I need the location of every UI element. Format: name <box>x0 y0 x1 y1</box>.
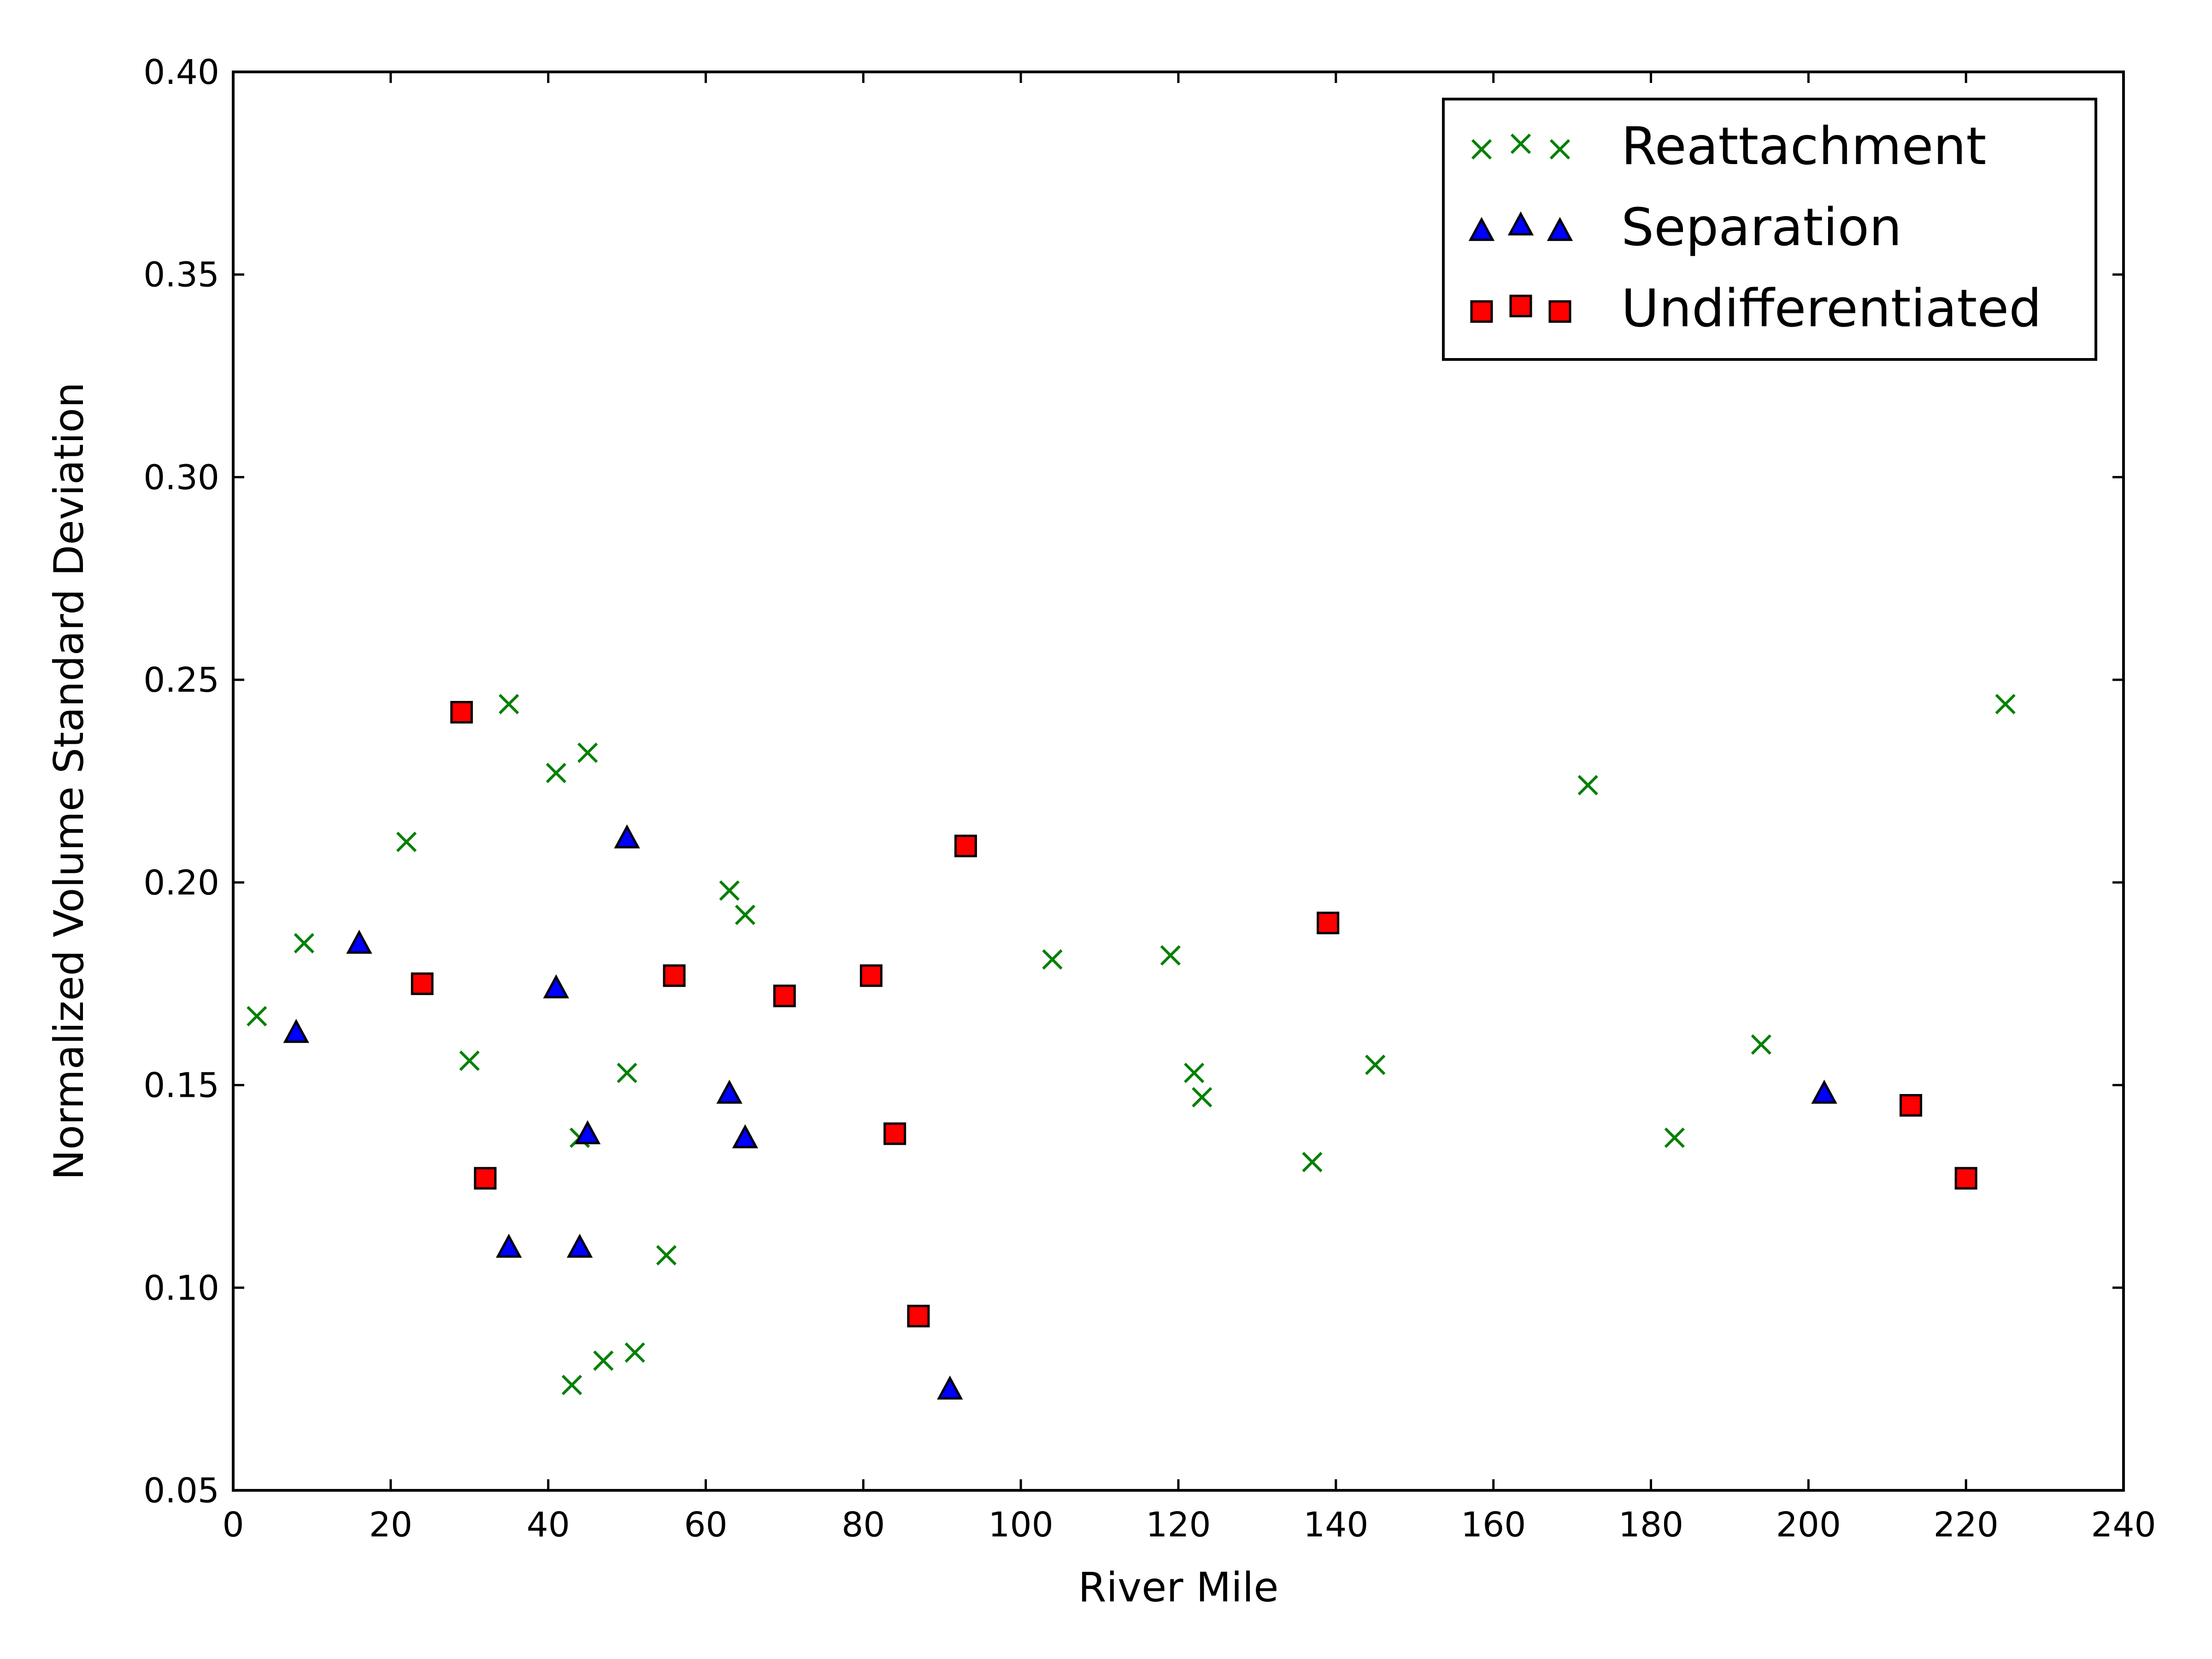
undifferentiated-point <box>450 700 473 724</box>
undifferentiated-point <box>773 984 796 1007</box>
undifferentiated-point <box>411 972 434 995</box>
separation-point <box>732 1124 759 1148</box>
reattachment-point <box>617 1063 637 1083</box>
reattachment-point <box>1184 1063 1205 1083</box>
separation-point <box>496 1234 522 1258</box>
reattachment-point <box>499 694 519 715</box>
undifferentiated-point <box>859 964 882 987</box>
reattachment-point <box>1042 949 1063 970</box>
separation-point <box>574 1120 601 1145</box>
undifferentiated-point <box>1900 1094 1923 1117</box>
reattachment-point <box>1192 1087 1212 1108</box>
legend-marker-reattachment <box>1471 139 1492 160</box>
x-tick-label: 180 <box>1618 1505 1683 1545</box>
x-tick-label: 20 <box>369 1505 412 1545</box>
reattachment-point <box>1365 1054 1386 1075</box>
legend-label-reattachment: Reattachment <box>1621 117 1986 176</box>
y-tick-label: 0.40 <box>143 53 219 92</box>
y-axis-ticks: 0.05 0.10 0.15 0.20 0.25 0.30 0.35 0.40 <box>143 53 2124 1511</box>
undifferentiated-point <box>954 835 977 858</box>
legend-marker-separation <box>1507 211 1534 235</box>
reattachment-point <box>656 1245 677 1266</box>
undifferentiated-point <box>663 964 686 987</box>
x-axis-title: River Mile <box>1078 1564 1279 1611</box>
reattachment-point <box>735 905 756 925</box>
undifferentiated-point <box>1317 912 1340 935</box>
undifferentiated-point <box>883 1122 906 1145</box>
undifferentiated-point <box>1954 1167 1977 1190</box>
separation-point <box>566 1234 593 1258</box>
reattachment-point <box>561 1375 582 1395</box>
y-tick-label: 0.15 <box>143 1066 219 1106</box>
reattachment-point <box>294 933 314 953</box>
reattachment-point <box>1751 1034 1771 1055</box>
undifferentiated-point <box>474 1167 497 1190</box>
x-tick-label: 160 <box>1461 1505 1526 1545</box>
legend-marker-reattachment <box>1549 139 1571 160</box>
x-tick-label: 60 <box>684 1505 727 1545</box>
reattachment-point <box>1577 775 1598 795</box>
reattachment-point <box>624 1342 645 1363</box>
x-tick-label: 200 <box>1776 1505 1841 1545</box>
separation-point <box>1811 1079 1837 1104</box>
x-tick-label: 100 <box>988 1505 1053 1545</box>
reattachment-point <box>577 742 598 763</box>
legend: Reattachment Separation Undifferentiated <box>1442 98 2097 361</box>
reattachment-point <box>1664 1127 1685 1148</box>
legend-label-separation: Separation <box>1621 198 1902 258</box>
legend-marker-undifferentiated <box>1509 294 1532 318</box>
x-tick-label: 220 <box>1934 1505 1999 1545</box>
reattachment-point <box>719 880 740 901</box>
legend-marker-separation <box>1547 217 1573 241</box>
x-tick-label: 240 <box>2091 1505 2156 1545</box>
reattachment-point <box>396 831 417 853</box>
x-tick-label: 120 <box>1146 1505 1211 1545</box>
separation-point <box>346 930 372 954</box>
separation-point <box>543 974 569 999</box>
reattachment-point <box>546 763 566 783</box>
x-tick-label: 40 <box>527 1505 570 1545</box>
y-tick-label: 0.35 <box>143 255 219 295</box>
reattachment-point <box>459 1050 480 1071</box>
legend-marker-separation <box>1468 217 1495 241</box>
y-tick-label: 0.10 <box>143 1268 219 1308</box>
legend-marker-reattachment <box>1510 133 1531 154</box>
y-tick-label: 0.05 <box>143 1471 219 1511</box>
separation-point <box>614 824 640 849</box>
x-axis-ticks: 0 20 40 60 80 100 120 140 160 180 200 220 240 <box>222 72 2156 1545</box>
reattachment-point <box>1302 1152 1323 1172</box>
undifferentiated-point <box>907 1305 930 1328</box>
legend-marker-undifferentiated <box>1470 300 1493 323</box>
legend-label-undifferentiated: Undifferentiated <box>1621 279 2041 339</box>
reattachment-point <box>1995 694 2016 715</box>
reattachment-point <box>593 1350 614 1371</box>
separation-point <box>283 1018 309 1043</box>
separation-point <box>716 1079 742 1104</box>
x-tick-label: 80 <box>841 1505 885 1545</box>
x-tick-label: 140 <box>1303 1505 1368 1545</box>
data-points <box>247 694 2016 1400</box>
x-tick-label: 0 <box>222 1505 244 1545</box>
legend-marker-undifferentiated <box>1548 300 1571 323</box>
y-tick-label: 0.30 <box>143 458 219 497</box>
y-axis-title: Normalized Volume Standard Deviation <box>45 382 93 1180</box>
reattachment-point <box>247 1006 267 1027</box>
reattachment-point <box>1160 945 1181 966</box>
separation-point <box>937 1375 963 1400</box>
y-tick-label: 0.20 <box>143 863 219 903</box>
legend-markers <box>1468 133 1573 323</box>
y-tick-label: 0.25 <box>143 660 219 700</box>
